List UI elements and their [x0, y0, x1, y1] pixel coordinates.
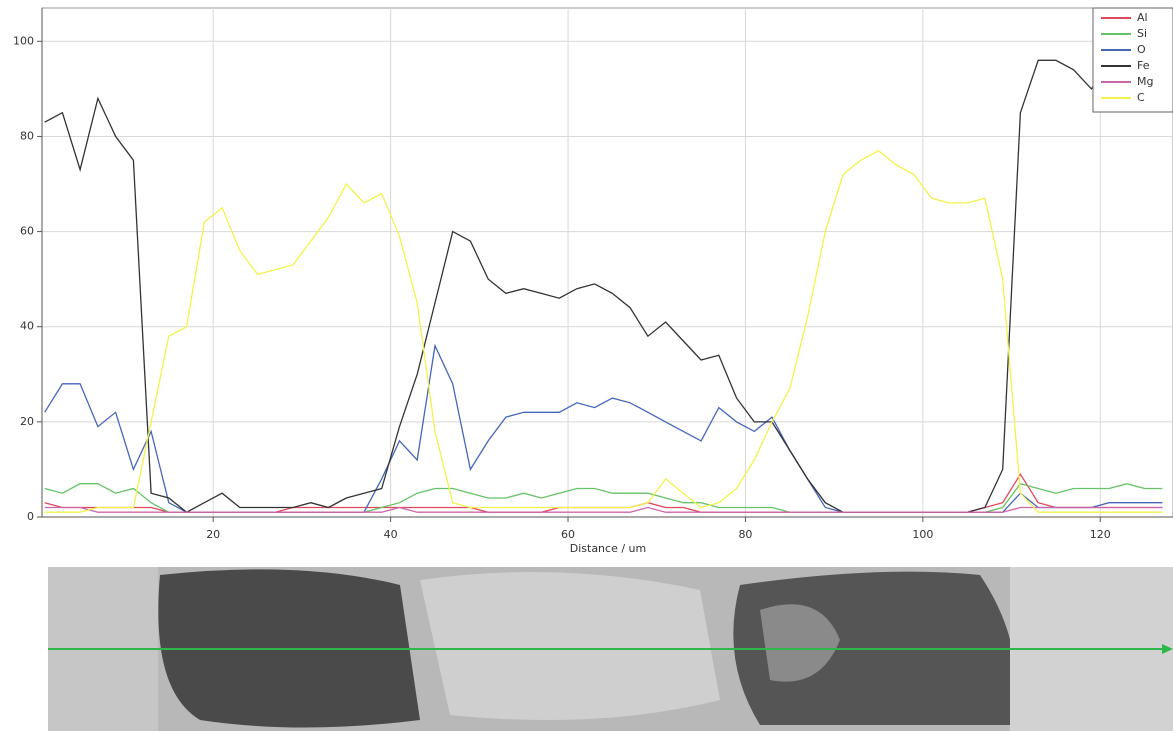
x-tick-label: 100 [912, 528, 933, 541]
series-line [44, 59, 1163, 513]
legend-label: Si [1137, 27, 1147, 40]
sem-image [48, 567, 1173, 731]
series-line [44, 506, 1163, 513]
x-tick-label: 120 [1090, 528, 1111, 541]
legend-label: Al [1137, 11, 1148, 24]
y-tick-label: 20 [20, 415, 34, 428]
x-tick-label: 80 [738, 528, 752, 541]
x-tick-label: 20 [206, 528, 220, 541]
plot-area: 0 20 40 60 80 100 20 40 60 80 100 120 Al Si O Fe Mg C [13, 7, 1173, 541]
y-tick-label: 100 [13, 34, 34, 47]
series-line [44, 149, 1163, 513]
y-tick-label: 80 [20, 129, 34, 142]
x-tick-label: 60 [561, 528, 575, 541]
legend-label: Mg [1137, 75, 1153, 88]
plot-frame [41, 7, 1173, 518]
y-tick-label: 40 [20, 320, 34, 333]
y-tick-label: 60 [20, 225, 34, 238]
legend-label: Fe [1137, 59, 1150, 72]
legend-box [1092, 7, 1173, 113]
legend-label: O [1137, 43, 1146, 56]
x-tick-label: 40 [384, 528, 398, 541]
legend: Al Si O Fe Mg C [1092, 7, 1173, 113]
y-tick-label: 0 [27, 510, 34, 523]
x-axis-label: Distance / um [570, 542, 646, 555]
legend-label: C [1137, 91, 1145, 104]
